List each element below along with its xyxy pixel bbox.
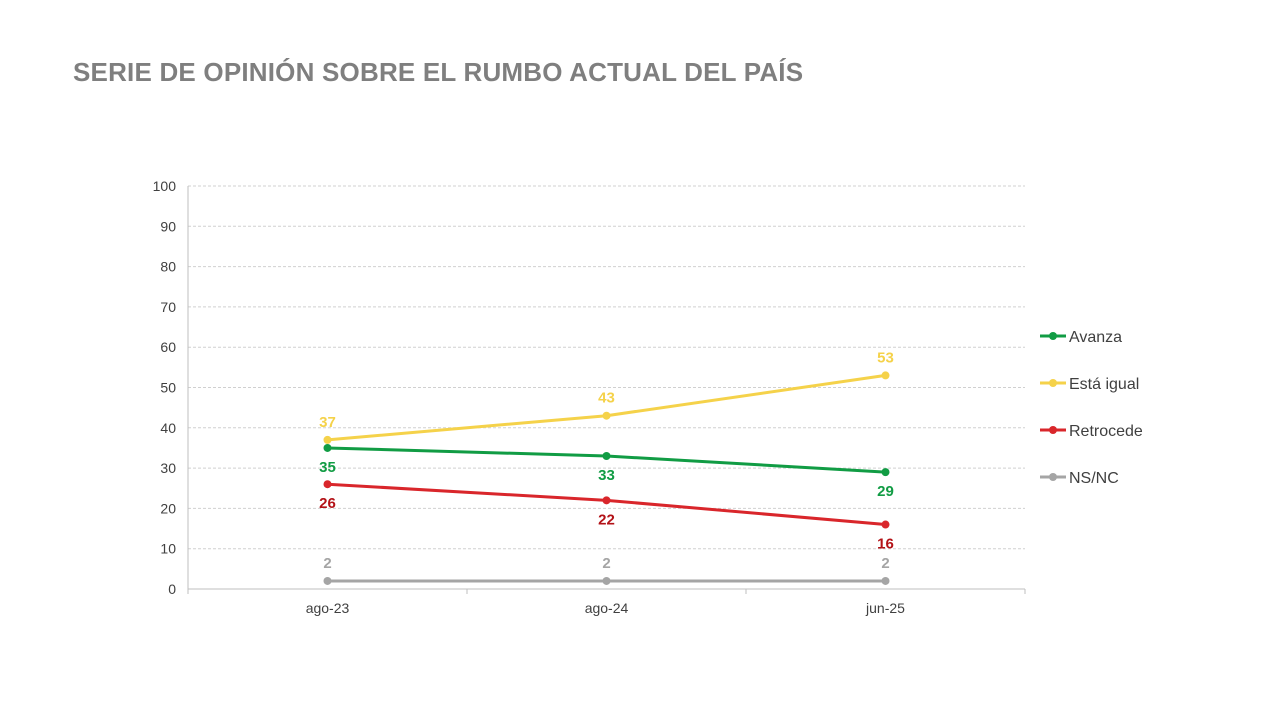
data-point (323, 480, 332, 489)
legend-label: NS/NC (1069, 470, 1119, 487)
legend-swatch-marker (1049, 426, 1057, 434)
x-tick-label: ago-23 (306, 600, 350, 616)
legend-item: Retrocede (1040, 423, 1143, 440)
y-tick-label: 20 (160, 500, 176, 516)
y-tick-label: 100 (153, 178, 177, 194)
legend: Avanza Está igual Retrocede NS/NC (1040, 329, 1143, 487)
data-label: 33 (598, 467, 615, 484)
data-point (323, 435, 332, 444)
legend-label: Retrocede (1069, 423, 1143, 440)
data-label: 29 (877, 483, 894, 500)
legend-swatch-marker (1049, 332, 1057, 340)
x-tick-label: ago-24 (585, 600, 629, 616)
series-line-est-igual (327, 373, 886, 442)
legend-swatch-marker (1049, 473, 1057, 481)
data-point (323, 443, 332, 452)
data-label: 53 (877, 349, 894, 366)
data-label: 35 (319, 459, 336, 476)
series-lines (323, 371, 890, 585)
y-tick-label: 10 (160, 541, 176, 557)
data-label: 2 (323, 555, 331, 572)
y-tick-label: 50 (160, 380, 176, 396)
y-tick-label: 80 (160, 259, 176, 275)
data-label: 2 (602, 555, 610, 572)
data-point (881, 520, 890, 529)
data-label: 26 (319, 495, 336, 512)
legend-label: Avanza (1069, 329, 1122, 346)
legend-item: NS/NC (1040, 470, 1119, 487)
data-point (602, 411, 611, 420)
y-tick-label: 40 (160, 420, 176, 436)
grid-lines (188, 185, 1025, 550)
data-label: 16 (877, 536, 894, 553)
data-point (881, 468, 890, 477)
legend-item: Está igual (1040, 376, 1139, 393)
data-label: 37 (319, 414, 336, 431)
data-point (602, 452, 611, 461)
axes: 0 10 20 30 40 50 60 70 80 90 100 ago-23 ago-24 jun-25 (153, 178, 1026, 616)
legend-label: Está igual (1069, 376, 1139, 393)
data-point (881, 371, 890, 380)
data-point (881, 576, 890, 585)
y-tick-label: 70 (160, 299, 176, 315)
legend-item: Avanza (1040, 329, 1122, 346)
y-tick-label: 90 (160, 218, 176, 234)
y-tick-label: 30 (160, 460, 176, 476)
data-label: 2 (881, 555, 889, 572)
y-tick-label: 0 (168, 581, 176, 597)
legend-swatch-marker (1049, 379, 1057, 387)
x-tick-label: jun-25 (865, 600, 905, 616)
y-tick-label: 60 (160, 339, 176, 355)
chart-title: SERIE DE OPINIÓN SOBRE EL RUMBO ACTUAL D… (73, 57, 804, 87)
data-point (323, 576, 332, 585)
data-point (602, 496, 611, 505)
data-label: 43 (598, 390, 615, 407)
data-point (602, 576, 611, 585)
data-label: 22 (598, 511, 615, 528)
